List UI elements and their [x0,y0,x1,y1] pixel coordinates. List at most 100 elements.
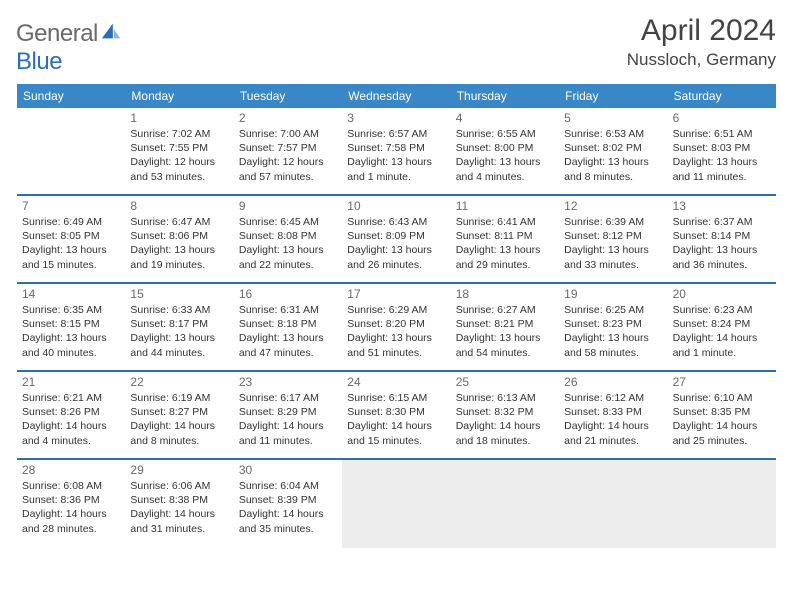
calendar-day: 19 Sunrise: 6:25 AMSunset: 8:23 PMDayligh… [559,284,667,372]
calendar-day: 8 Sunrise: 6:47 AMSunset: 8:06 PMDaylight… [125,196,233,284]
day-details: Sunrise: 6:31 AMSunset: 8:18 PMDaylight:… [239,303,337,360]
dow-header: Monday [125,84,233,108]
logo: GeneralBlue [16,14,122,76]
day-number: 29 [130,463,228,477]
day-number: 23 [239,375,337,389]
calendar-day: 18 Sunrise: 6:27 AMSunset: 8:21 PMDayligh… [451,284,559,372]
day-number: 8 [130,199,228,213]
day-details: Sunrise: 6:41 AMSunset: 8:11 PMDaylight:… [456,215,554,272]
day-number: 18 [456,287,554,301]
day-number: 19 [564,287,662,301]
day-details: Sunrise: 6:39 AMSunset: 8:12 PMDaylight:… [564,215,662,272]
day-number: 15 [130,287,228,301]
calendar-day: 28 Sunrise: 6:08 AMSunset: 8:36 PMDayligh… [17,460,125,548]
day-details: Sunrise: 6:57 AMSunset: 7:58 PMDaylight:… [347,127,445,184]
day-details: Sunrise: 6:33 AMSunset: 8:17 PMDaylight:… [130,303,228,360]
month-title: April 2024 [627,14,776,48]
day-number: 4 [456,111,554,125]
calendar-day: 22 Sunrise: 6:19 AMSunset: 8:27 PMDayligh… [125,372,233,460]
day-number: 17 [347,287,445,301]
day-number: 6 [673,111,771,125]
day-details: Sunrise: 6:17 AMSunset: 8:29 PMDaylight:… [239,391,337,448]
day-number: 28 [22,463,120,477]
calendar-empty-trailing [559,460,667,548]
day-details: Sunrise: 7:02 AMSunset: 7:55 PMDaylight:… [130,127,228,184]
calendar-day: 30 Sunrise: 6:04 AMSunset: 8:39 PMDayligh… [234,460,342,548]
day-details: Sunrise: 6:53 AMSunset: 8:02 PMDaylight:… [564,127,662,184]
day-number: 30 [239,463,337,477]
day-details: Sunrise: 6:15 AMSunset: 8:30 PMDaylight:… [347,391,445,448]
dow-header: Tuesday [234,84,342,108]
dow-header: Saturday [668,84,776,108]
day-details: Sunrise: 6:45 AMSunset: 8:08 PMDaylight:… [239,215,337,272]
day-number: 1 [130,111,228,125]
day-number: 26 [564,375,662,389]
dow-header: Sunday [17,84,125,108]
day-number: 7 [22,199,120,213]
day-details: Sunrise: 6:06 AMSunset: 8:38 PMDaylight:… [130,479,228,536]
calendar-day: 10 Sunrise: 6:43 AMSunset: 8:09 PMDayligh… [342,196,450,284]
day-details: Sunrise: 7:00 AMSunset: 7:57 PMDaylight:… [239,127,337,184]
day-details: Sunrise: 6:29 AMSunset: 8:20 PMDaylight:… [347,303,445,360]
calendar-day: 14Sunrise: 6:35 AMSunset: 8:15 PMDayligh… [17,284,125,372]
day-number: 20 [673,287,771,301]
calendar-empty-leading [17,108,125,196]
calendar-day: 23 Sunrise: 6:17 AMSunset: 8:29 PMDayligh… [234,372,342,460]
day-details: Sunrise: 6:10 AMSunset: 8:35 PMDaylight:… [673,391,771,448]
day-number: 2 [239,111,337,125]
calendar-day: 25 Sunrise: 6:13 AMSunset: 8:32 PMDayligh… [451,372,559,460]
header: GeneralBlue April 2024 Nussloch, Germany [16,14,776,76]
day-details: Sunrise: 6:51 AMSunset: 8:03 PMDaylight:… [673,127,771,184]
day-number: 11 [456,199,554,213]
day-details: Sunrise: 6:21 AMSunset: 8:26 PMDaylight:… [22,391,120,448]
calendar-day: 24Sunrise: 6:15 AMSunset: 8:30 PMDayligh… [342,372,450,460]
day-number: 5 [564,111,662,125]
day-number: 10 [347,199,445,213]
calendar-day: 4 Sunrise: 6:55 AMSunset: 8:00 PMDaylight… [451,108,559,196]
day-number: 9 [239,199,337,213]
day-number: 14 [22,287,120,301]
calendar-empty-trailing [342,460,450,548]
dow-header: Thursday [451,84,559,108]
calendar-day: 26 Sunrise: 6:12 AMSunset: 8:33 PMDayligh… [559,372,667,460]
calendar-day: 2 Sunrise: 7:00 AMSunset: 7:57 PMDaylight… [234,108,342,196]
day-details: Sunrise: 6:55 AMSunset: 8:00 PMDaylight:… [456,127,554,184]
day-number: 3 [347,111,445,125]
calendar-day: 11 Sunrise: 6:41 AMSunset: 8:11 PMDayligh… [451,196,559,284]
day-details: Sunrise: 6:19 AMSunset: 8:27 PMDaylight:… [130,391,228,448]
calendar-empty-trailing [451,460,559,548]
calendar-day: 17 Sunrise: 6:29 AMSunset: 8:20 PMDayligh… [342,284,450,372]
logo-text: GeneralBlue [16,20,122,76]
calendar-day: 9 Sunrise: 6:45 AMSunset: 8:08 PMDaylight… [234,196,342,284]
day-details: Sunrise: 6:27 AMSunset: 8:21 PMDaylight:… [456,303,554,360]
calendar-day: 21 Sunrise: 6:21 AMSunset: 8:26 PMDayligh… [17,372,125,460]
calendar-day: 15 Sunrise: 6:33 AMSunset: 8:17 PMDayligh… [125,284,233,372]
calendar-day: 20 Sunrise: 6:23 AMSunset: 8:24 PMDayligh… [668,284,776,372]
day-details: Sunrise: 6:25 AMSunset: 8:23 PMDaylight:… [564,303,662,360]
day-number: 21 [22,375,120,389]
day-details: Sunrise: 6:04 AMSunset: 8:39 PMDaylight:… [239,479,337,536]
calendar-day: 5 Sunrise: 6:53 AMSunset: 8:02 PMDaylight… [559,108,667,196]
day-number: 12 [564,199,662,213]
day-details: Sunrise: 6:12 AMSunset: 8:33 PMDaylight:… [564,391,662,448]
calendar-day: 29 Sunrise: 6:06 AMSunset: 8:38 PMDayligh… [125,460,233,548]
day-details: Sunrise: 6:13 AMSunset: 8:32 PMDaylight:… [456,391,554,448]
logo-text-part2: Blue [16,48,62,75]
calendar-empty-trailing [668,460,776,548]
day-number: 27 [673,375,771,389]
dow-header: Wednesday [342,84,450,108]
calendar-day: 3 Sunrise: 6:57 AMSunset: 7:58 PMDaylight… [342,108,450,196]
day-details: Sunrise: 6:37 AMSunset: 8:14 PMDaylight:… [673,215,771,272]
day-details: Sunrise: 6:43 AMSunset: 8:09 PMDaylight:… [347,215,445,272]
calendar-day: 27 Sunrise: 6:10 AMSunset: 8:35 PMDayligh… [668,372,776,460]
day-details: Sunrise: 6:23 AMSunset: 8:24 PMDaylight:… [673,303,771,360]
day-number: 25 [456,375,554,389]
calendar-grid: SundayMondayTuesdayWednesdayThursdayFrid… [16,84,776,548]
day-details: Sunrise: 6:08 AMSunset: 8:36 PMDaylight:… [22,479,120,536]
logo-sail-icon [100,21,122,41]
day-details: Sunrise: 6:47 AMSunset: 8:06 PMDaylight:… [130,215,228,272]
calendar-day: 6 Sunrise: 6:51 AMSunset: 8:03 PMDaylight… [668,108,776,196]
day-details: Sunrise: 6:49 AMSunset: 8:05 PMDaylight:… [22,215,120,272]
day-number: 13 [673,199,771,213]
day-number: 22 [130,375,228,389]
